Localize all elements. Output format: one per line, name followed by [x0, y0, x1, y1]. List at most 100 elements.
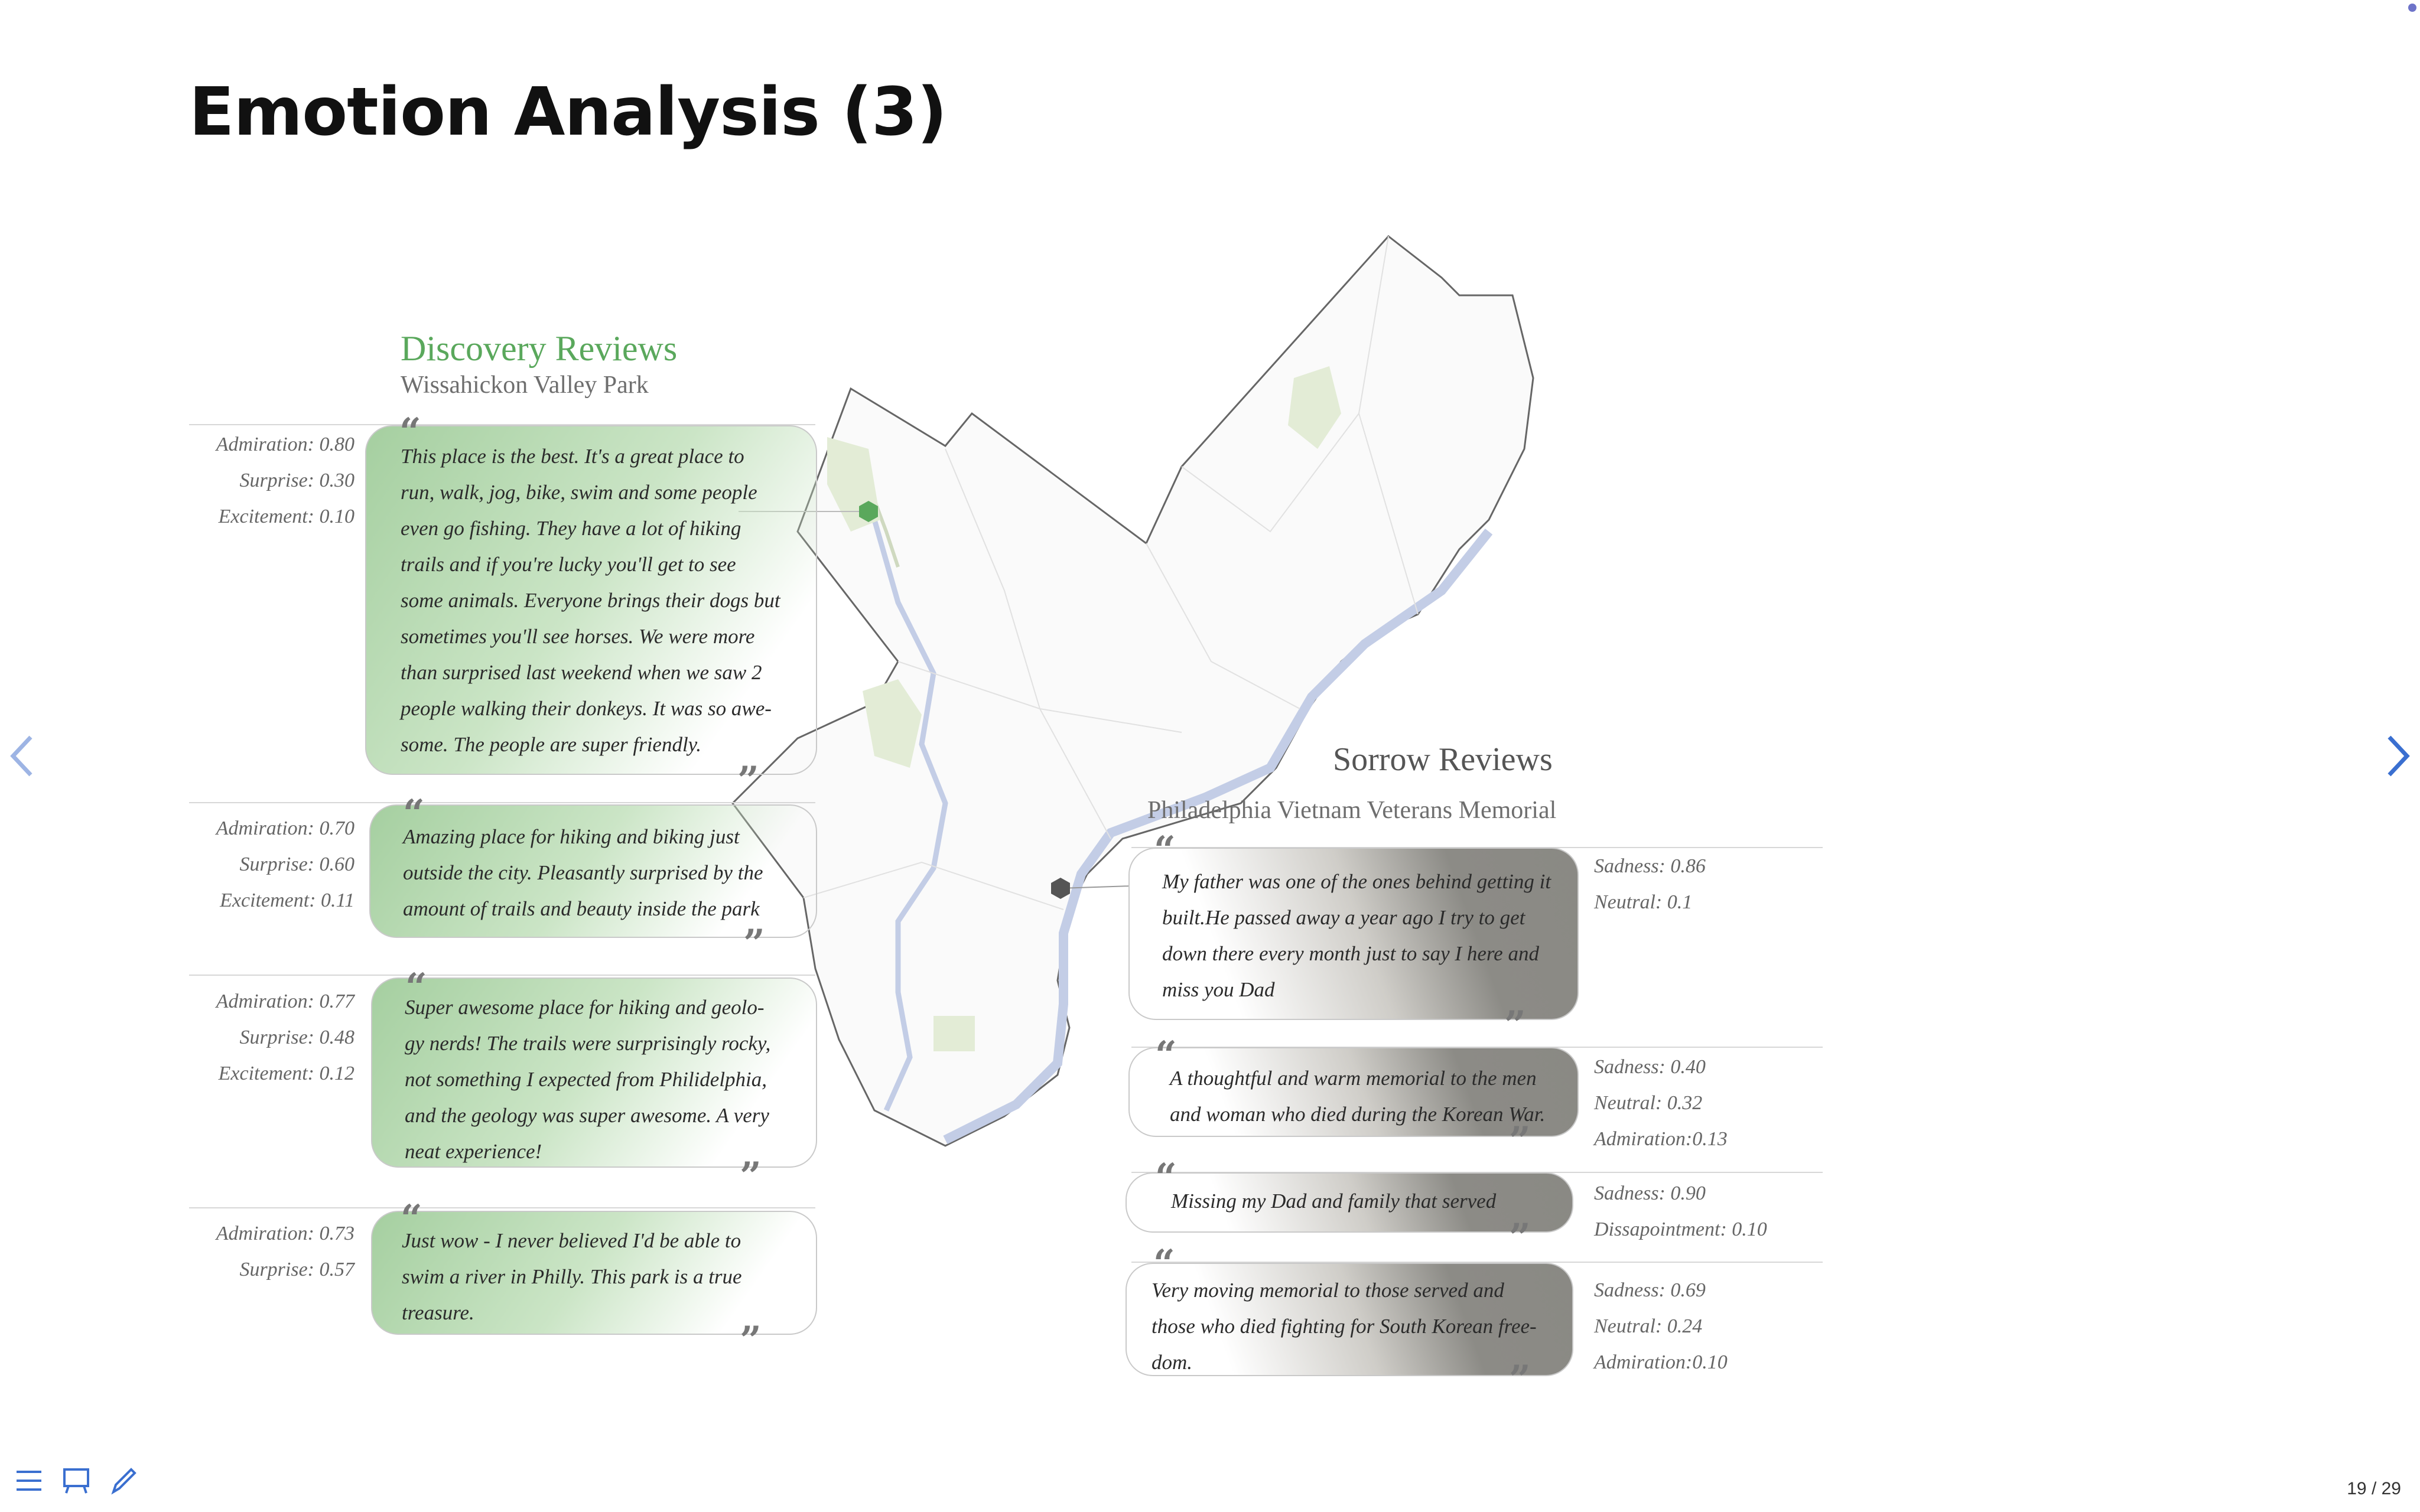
review-line: Amazing place for hiking and biking just: [403, 825, 740, 848]
park-fdr: [933, 1016, 975, 1051]
review-bubble: My father was one of the ones behind get…: [1128, 848, 1579, 1020]
chevron-left-icon[interactable]: [7, 732, 37, 780]
open-quote-icon: “: [1155, 1155, 1177, 1200]
sorrow-marker: [1051, 878, 1070, 899]
score: Admiration: 0.77: [216, 990, 354, 1012]
score: Admiration: 0.80: [216, 434, 354, 455]
sorrow-leader-line: [1060, 885, 1132, 889]
divider: [189, 802, 815, 803]
review-line: even go fishing. They have a lot of hiki…: [401, 517, 741, 540]
open-quote-icon: “: [1154, 828, 1176, 872]
review-line: swim a river in Philly. This park is a t…: [402, 1265, 742, 1288]
review-line: some. The people are super friendly.: [401, 733, 702, 756]
score: Neutral: 0.1: [1594, 891, 1693, 913]
review-line: and the geology was super awesome. A ver…: [405, 1104, 769, 1127]
sorrow-location: Philadelphia Vietnam Veterans Memorial: [1147, 797, 1557, 824]
review-scores: Sadness: 0.40 Neutral: 0.32 Admiration:0…: [1594, 1049, 1728, 1157]
score: Admiration:0.13: [1594, 1128, 1728, 1150]
score: Admiration: 0.73: [216, 1223, 354, 1244]
review-line: trails and if you're lucky you'll get to…: [401, 553, 736, 576]
progress-dot: [2408, 4, 2416, 12]
score: Excitement: 0.12: [218, 1063, 354, 1084]
sorrow-reviews-title: Sorrow Reviews: [1333, 741, 1553, 778]
score: Sadness: 0.90: [1594, 1182, 1706, 1204]
score: Surprise: 0.57: [239, 1259, 354, 1280]
menu-icon[interactable]: [13, 1465, 45, 1497]
discovery-location: Wissahickon Valley Park: [401, 372, 649, 399]
open-quote-icon: “: [399, 410, 421, 454]
score: Sadness: 0.69: [1594, 1279, 1706, 1301]
score: Dissapointment: 0.10: [1594, 1218, 1767, 1240]
review-line: outside the city. Pleasantly surprised b…: [403, 861, 763, 884]
score: Neutral: 0.32: [1594, 1092, 1703, 1114]
discovery-marker: [859, 501, 878, 522]
divider: [189, 424, 815, 425]
review-bubble: Very moving memorial to those served and…: [1126, 1263, 1573, 1376]
open-quote-icon: “: [401, 1197, 422, 1241]
review-line: some animals. Everyone brings their dogs…: [401, 589, 780, 612]
discovery-reviews-title: Discovery Reviews: [401, 329, 678, 368]
review-scores: Sadness: 0.90 Dissapointment: 0.10: [1594, 1175, 1767, 1247]
review-scores: Admiration: 0.77 Surprise: 0.48 Exciteme…: [171, 983, 354, 1091]
pen-icon[interactable]: [108, 1465, 139, 1497]
divider: [1131, 1262, 1823, 1263]
review-line: sometimes you'll see horses. We were mor…: [401, 625, 755, 648]
open-quote-icon: “: [1153, 1241, 1175, 1286]
score: Sadness: 0.40: [1594, 1056, 1706, 1078]
review-line: than surprised last weekend when we saw …: [401, 661, 762, 684]
score: Surprise: 0.30: [239, 470, 354, 491]
review-line: run, walk, jog, bike, swim and some peop…: [401, 481, 757, 504]
review-line: Just wow - I never believed I'd be able …: [402, 1229, 741, 1252]
review-bubble: Missing my Dad and family that served: [1126, 1172, 1573, 1233]
review-scores: Admiration: 0.73 Surprise: 0.57: [171, 1216, 354, 1288]
score: Neutral: 0.24: [1594, 1315, 1703, 1337]
review-line: those who died fighting for South Korean…: [1152, 1315, 1537, 1338]
divider: [189, 975, 815, 976]
open-quote-icon: “: [1155, 1033, 1177, 1077]
open-quote-icon: “: [403, 791, 425, 836]
review-scores: Sadness: 0.86 Neutral: 0.1: [1594, 848, 1706, 920]
close-quote-icon: ”: [1504, 1003, 1526, 1047]
review-line: Very moving memorial to those served and: [1152, 1279, 1504, 1302]
score: Surprise: 0.60: [239, 853, 354, 875]
park-fairmount: [863, 679, 922, 768]
review-line: My father was one of the ones behind get…: [1162, 870, 1551, 893]
review-line: Missing my Dad and family that served: [1171, 1190, 1497, 1213]
review-bubble: This place is the best. It's a great pla…: [365, 425, 817, 775]
review-line: built.He passed away a year ago I try to…: [1162, 906, 1525, 929]
district-lines: [803, 236, 1419, 910]
schuylkill-river: [871, 519, 948, 1112]
review-line: A thoughtful and warm memorial to the me…: [1170, 1067, 1537, 1090]
review-line: not something I expected from Philidelph…: [405, 1068, 767, 1091]
review-bubble: Just wow - I never believed I'd be able …: [371, 1211, 817, 1335]
divider: [189, 1207, 815, 1208]
review-line: Super awesome place for hiking and geolo…: [405, 996, 765, 1019]
page-indicator: 19 / 29: [2347, 1479, 2401, 1498]
score: Admiration:0.10: [1594, 1351, 1728, 1373]
review-line: treasure.: [402, 1301, 474, 1324]
score: Excitement: 0.11: [220, 889, 354, 911]
review-scores: Admiration: 0.70 Surprise: 0.60 Exciteme…: [171, 810, 354, 918]
review-scores: Sadness: 0.69 Neutral: 0.24 Admiration:0…: [1594, 1272, 1728, 1380]
slide-title: Emotion Analysis (3): [189, 74, 947, 151]
close-quote-icon: ”: [1509, 1119, 1531, 1163]
close-quote-icon: ”: [1509, 1357, 1531, 1402]
score: Admiration: 0.70: [216, 817, 354, 839]
chevron-right-icon[interactable]: [2383, 732, 2413, 780]
review-line: This place is the best. It's a great pla…: [401, 445, 744, 468]
park-pennypack: [1288, 366, 1341, 449]
review-line: down there every month just to say I her…: [1162, 942, 1539, 965]
review-line: miss you Dad: [1162, 978, 1275, 1001]
close-quote-icon: ”: [740, 1318, 762, 1363]
philadelphia-map: [731, 234, 1534, 1147]
delaware-river: [943, 529, 1493, 1145]
review-line: neat experience!: [405, 1140, 542, 1163]
review-bubble: A thoughtful and warm memorial to the me…: [1128, 1047, 1579, 1137]
score: Excitement: 0.10: [218, 506, 354, 527]
close-quote-icon: ”: [743, 921, 765, 966]
review-line: dom.: [1152, 1351, 1193, 1374]
close-quote-icon: ”: [737, 758, 759, 803]
score: Sadness: 0.86: [1594, 855, 1706, 877]
slides-icon[interactable]: [60, 1465, 92, 1497]
review-line: amount of trails and beauty inside the p…: [403, 897, 760, 920]
